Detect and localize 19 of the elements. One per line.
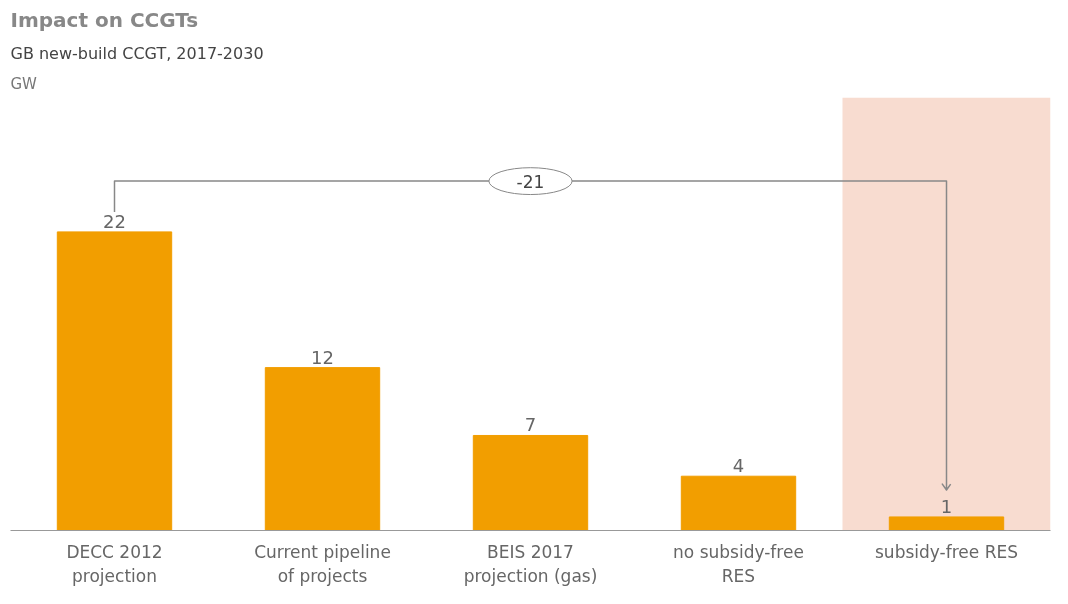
x-tick-label: BEIS 2017 projection (gas) [463, 541, 598, 586]
x-tick-label: subsidy-free RES [875, 541, 1018, 562]
bar [56, 231, 173, 531]
data-label: 12 [311, 346, 334, 368]
x-tick-label: no subsidy-free RES [673, 541, 804, 586]
data-label: 1 [940, 495, 953, 517]
text: GW [10, 74, 38, 93]
data-label: 4 [732, 455, 745, 477]
chart-subtitle: GB new-build CCGT, 2017-2030 [10, 43, 264, 63]
bar [472, 434, 589, 531]
x-tick-label: DECC 2012 projection [66, 541, 163, 586]
text: -21 [516, 171, 545, 192]
x-tick-label: Current pipeline of projects [254, 541, 391, 586]
chart-title: Impact on CCGTs [10, 7, 199, 32]
bar [680, 475, 797, 531]
bar [888, 516, 1005, 531]
bar [264, 367, 381, 531]
data-label: 22 [103, 210, 126, 232]
data-label: 7 [524, 414, 537, 436]
